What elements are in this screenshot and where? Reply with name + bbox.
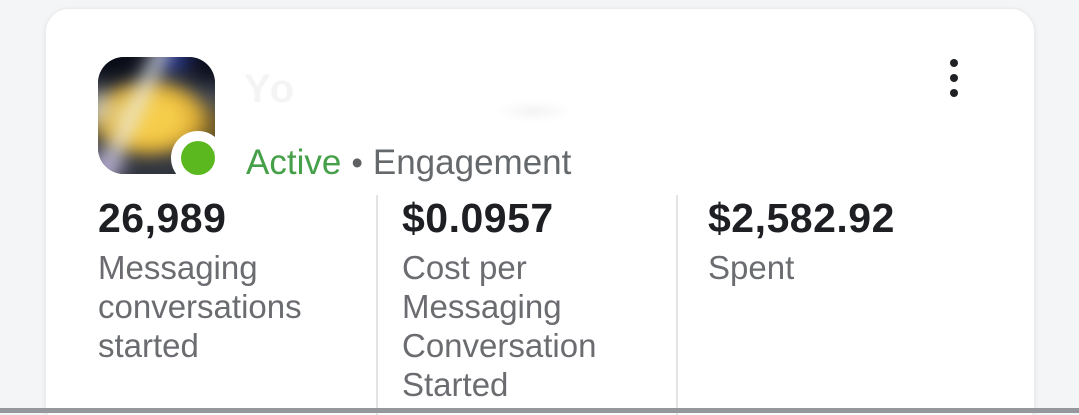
metrics-row: 26,989 Messaging conversations started $… (46, 195, 1034, 415)
status-separator: • (351, 144, 363, 181)
kebab-menu-icon (950, 74, 958, 82)
metric-value: $2,582.92 (708, 195, 895, 241)
status-active-label: Active (246, 143, 342, 182)
more-options-button[interactable] (932, 47, 976, 109)
metric-label: Spent (708, 249, 795, 286)
campaign-thumbnail (98, 57, 215, 174)
campaign-card[interactable]: Yo Active • Engagement 26,989 Messaging … (45, 8, 1035, 415)
metric-value: 26,989 (98, 195, 227, 241)
kebab-menu-icon (950, 59, 958, 67)
metric-spent: $2,582.92 Spent (676, 195, 1034, 415)
metric-cost-per-conversation: $0.0957 Cost per Messaging Conversation … (376, 195, 676, 415)
metric-label: Cost per Messaging Conversation Started (402, 249, 597, 403)
metric-label: Messaging conversations started (98, 249, 302, 364)
redacted-campaign-name: Yo (244, 67, 297, 111)
campaign-objective-label: Engagement (372, 143, 572, 182)
bottom-divider (0, 408, 1079, 413)
metric-messaging-conversations: 26,989 Messaging conversations started (46, 195, 376, 415)
metric-value: $0.0957 (402, 195, 554, 241)
status-row: Active • Engagement (246, 141, 571, 185)
redacted-text-smudge (496, 101, 572, 121)
kebab-menu-icon (950, 89, 958, 97)
active-status-dot-icon (181, 141, 215, 175)
